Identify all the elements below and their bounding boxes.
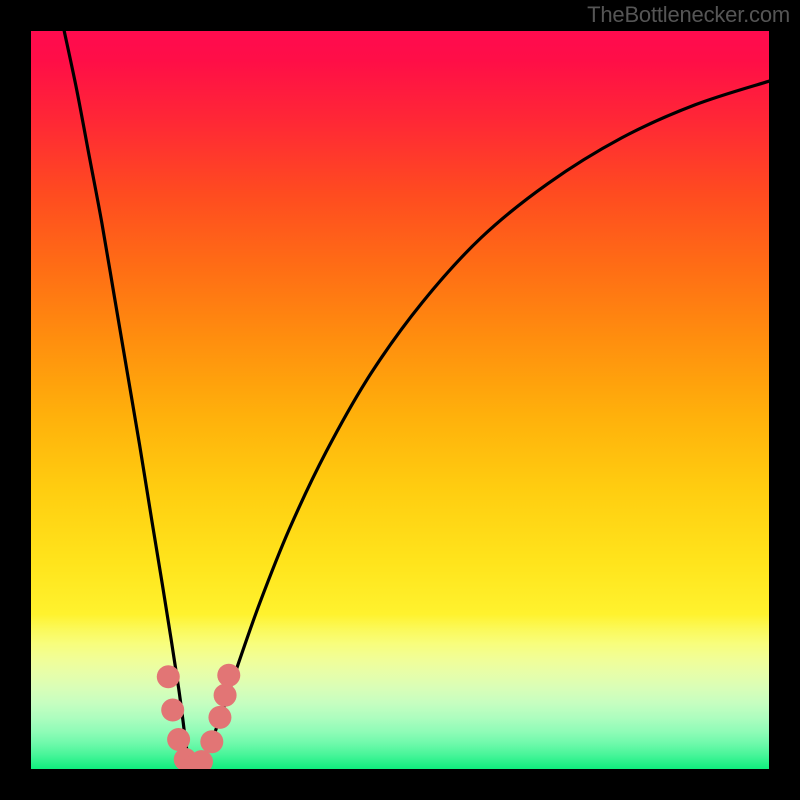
bottleneck-chart bbox=[0, 0, 800, 800]
curve-marker bbox=[214, 684, 237, 707]
chart-stage: TheBottlenecker.com bbox=[0, 0, 800, 800]
attribution-label: TheBottlenecker.com bbox=[587, 2, 790, 28]
curve-marker bbox=[167, 728, 190, 751]
curve-marker bbox=[217, 664, 240, 687]
curve-marker bbox=[208, 706, 231, 729]
chart-background bbox=[31, 31, 769, 769]
curve-marker bbox=[200, 730, 223, 753]
curve-marker bbox=[157, 665, 180, 688]
curve-marker bbox=[161, 698, 184, 721]
